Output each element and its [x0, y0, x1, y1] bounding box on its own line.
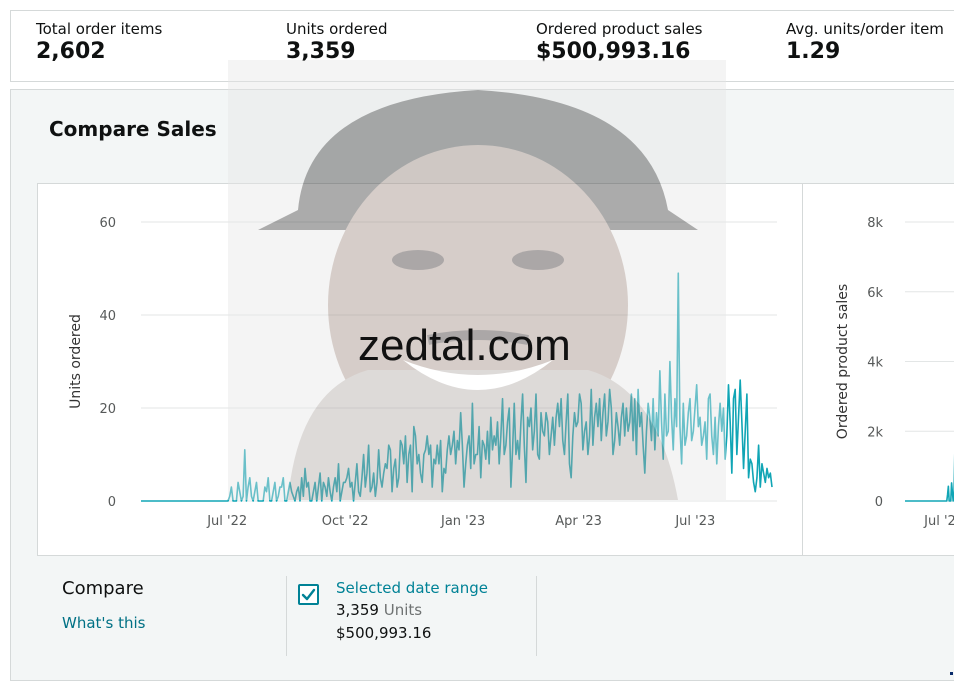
divider — [536, 576, 537, 656]
corner-mark — [950, 672, 953, 675]
x-tick-label: Jul '23 — [674, 514, 715, 529]
metric-value: 2,602 — [36, 39, 106, 64]
metric-avg-units-per-order-item: Avg. units/order item 1.29 — [786, 20, 944, 64]
y-tick-label: 2k — [867, 425, 883, 440]
series-line — [905, 453, 954, 502]
y-tick-label: 20 — [99, 402, 116, 417]
y-tick-label: 0 — [108, 495, 116, 510]
units-ordered-chart-svg: 0 20 40 60 Units ordered Jul '22 Oct '22 Jan '2… — [68, 216, 777, 529]
checkmark-icon — [301, 588, 316, 601]
y-tick-label: 60 — [99, 216, 116, 231]
metric-label: Ordered product sales — [536, 20, 703, 38]
whats-this-link[interactable]: What's this — [62, 614, 146, 632]
selected-range-sales: $500,993.16 — [336, 624, 432, 642]
ordered-product-sales-chart: 0 2k 4k 6k 8k Ordered product sales Jul '2 — [803, 183, 954, 556]
y-tick-label: 40 — [99, 309, 116, 324]
x-tick-label: Jul '22 — [206, 514, 247, 529]
metric-ordered-product-sales: Ordered product sales $500,993.16 — [536, 20, 703, 64]
metric-label: Units ordered — [286, 20, 388, 38]
x-tick-label: Jul '2 — [923, 514, 954, 529]
x-tick-label: Apr '23 — [555, 514, 602, 529]
y-tick-label: 8k — [867, 216, 883, 231]
selected-date-range-label[interactable]: Selected date range — [336, 579, 488, 597]
units-label: Units — [383, 601, 423, 619]
units-ordered-chart: 0 20 40 60 Units ordered Jul '22 Oct '22 Jan '2… — [37, 183, 803, 556]
units-value: 3,359 — [336, 601, 379, 619]
y-tick-label: 4k — [867, 356, 883, 371]
x-tick-label: Jan '23 — [440, 514, 485, 529]
y-tick-label: 0 — [875, 495, 883, 510]
series-line — [141, 272, 773, 502]
y-axis-title: Ordered product sales — [835, 284, 851, 439]
y-axis-title: Units ordered — [68, 314, 84, 409]
ordered-product-sales-chart-svg: 0 2k 4k 6k 8k Ordered product sales Jul '2 — [835, 216, 954, 529]
page-title: Compare Sales — [49, 117, 217, 141]
metric-value: 3,359 — [286, 39, 356, 64]
metric-value: $500,993.16 — [536, 39, 691, 64]
compare-sales-panel: Compare Sales 0 20 40 60 Units ordered Jul '2… — [10, 89, 954, 681]
y-tick-label: 6k — [867, 286, 883, 301]
metric-value: 1.29 — [786, 39, 841, 64]
metric-units-ordered: Units ordered 3,359 — [286, 20, 388, 64]
metric-label: Avg. units/order item — [786, 20, 944, 38]
selected-range-units: 3,359 Units — [336, 601, 422, 619]
selected-date-range-checkbox[interactable] — [298, 584, 319, 605]
x-tick-label: Oct '22 — [322, 514, 369, 529]
compare-heading: Compare — [62, 578, 144, 599]
metric-total-order-items: Total order items 2,602 — [36, 20, 162, 64]
divider — [286, 576, 287, 656]
metric-label: Total order items — [36, 20, 163, 38]
metrics-summary: Total order items 2,602 Units ordered 3,… — [10, 10, 954, 82]
